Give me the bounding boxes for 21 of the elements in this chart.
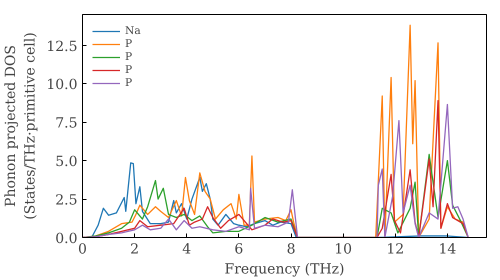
x-tick-label: 8: [286, 242, 296, 258]
x-tick-label: 0: [78, 242, 87, 258]
legend-label: Na: [125, 24, 142, 37]
x-tick-label: 14: [438, 242, 456, 258]
x-tick-label: 4: [182, 242, 192, 258]
x-tick-label: 12: [386, 242, 404, 258]
x-tick-label: 6: [234, 242, 244, 258]
x-axis-title: Frequency (THz): [224, 262, 345, 278]
y-tick-label: 0.0: [55, 231, 78, 247]
y-tick-label: 7.5: [55, 116, 78, 132]
x-tick-label: 2: [130, 242, 140, 258]
legend-label: P: [125, 76, 134, 89]
x-tick-label: 10: [334, 242, 352, 258]
y-tick-label: 10.0: [46, 77, 78, 94]
legend-label: P: [125, 37, 134, 50]
y-tick-label: 5.0: [55, 154, 78, 170]
legend-label: P: [125, 63, 134, 76]
y-tick-label: 2.5: [55, 192, 78, 209]
y-axis-title: Phonon projected DOS (States/THz·primitive cell): [3, 32, 38, 220]
legend-label: P: [125, 50, 134, 63]
y-tick-label: 12.5: [46, 38, 78, 55]
